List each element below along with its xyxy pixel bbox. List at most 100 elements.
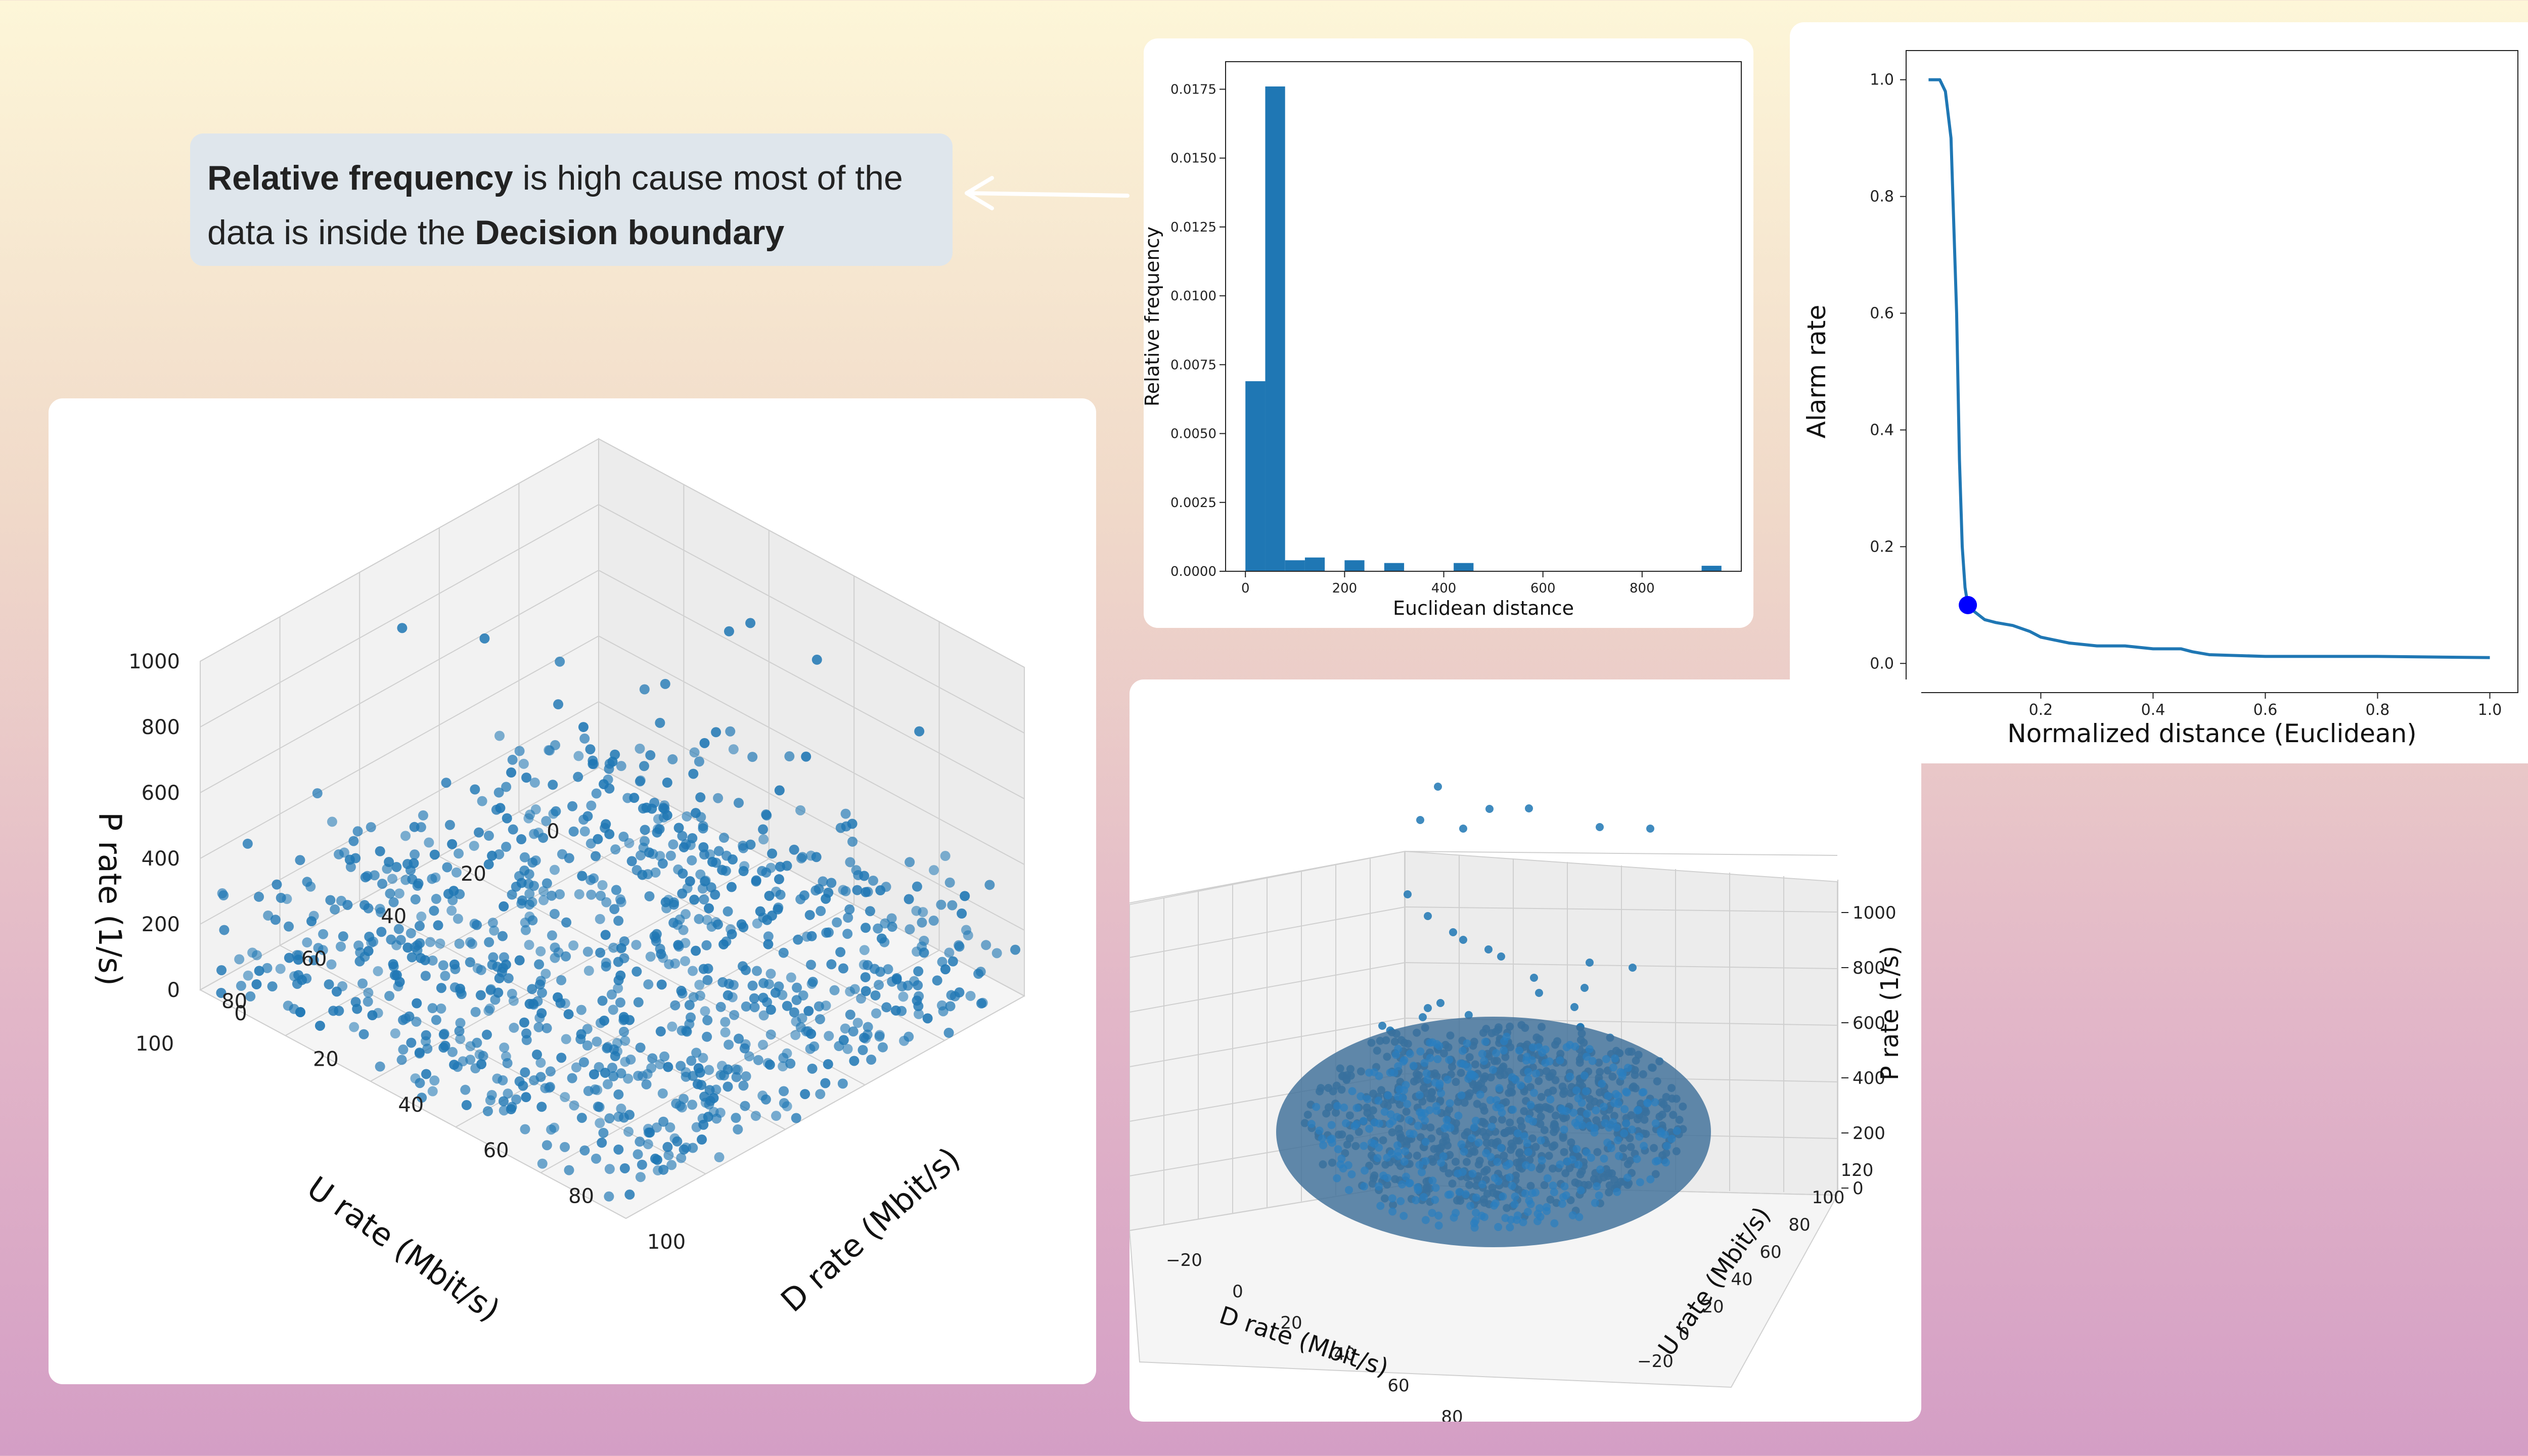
scatter-point: [276, 892, 286, 903]
scatter-point: [655, 1059, 665, 1070]
scatter-point: [1562, 1107, 1570, 1115]
scatter-point: [723, 1081, 733, 1092]
outlier-point: [1581, 984, 1589, 992]
scatter-point: [625, 1054, 636, 1065]
scatter-point: [284, 952, 294, 963]
scatter-point: [292, 950, 302, 961]
scatter-point: [975, 967, 986, 977]
scatter-point: [782, 1101, 792, 1112]
outlier-point: [1419, 1013, 1427, 1021]
scatter-point: [1481, 1037, 1489, 1046]
scatter-point: [803, 1006, 814, 1016]
scatter-point: [586, 889, 597, 900]
scatter-point: [937, 1000, 947, 1011]
scatter-point: [619, 1163, 630, 1173]
scatter-point: [498, 1096, 509, 1107]
scatter-point: [874, 1030, 885, 1040]
scatter-point: [799, 890, 809, 901]
scatter-point: [377, 879, 388, 889]
scatter-point: [493, 787, 504, 798]
scatter-point: [1352, 1104, 1361, 1112]
scatter-point: [349, 1022, 359, 1032]
scatter-point: [700, 1006, 710, 1017]
scatter-point: [863, 960, 873, 971]
scatter-point: [1556, 1160, 1564, 1169]
scatter-point: [1622, 1119, 1631, 1128]
y-axis-label: Relative frequency: [1144, 226, 1163, 406]
scatter-point: [1318, 1134, 1326, 1143]
scatter-point: [659, 804, 670, 814]
scatter-point: [243, 970, 253, 981]
scatter-point: [1334, 1145, 1342, 1154]
wall-grid-z: [200, 767, 599, 990]
u-tick-label: 100: [1812, 1188, 1845, 1208]
scatter-point: [960, 891, 970, 901]
scatter-point: [550, 864, 560, 875]
scatter-point: [637, 1071, 648, 1081]
scatter-point: [524, 998, 535, 1009]
scatter-point: [1434, 1211, 1443, 1220]
scatter-point: [694, 756, 704, 767]
scatter-point: [944, 877, 955, 888]
scatter-point: [856, 993, 867, 1004]
scatter-point: [792, 982, 802, 993]
scatter-point: [1406, 1050, 1414, 1058]
scatter-point: [1435, 1081, 1444, 1089]
scatter-point: [390, 1028, 400, 1039]
scatter-point: [857, 1044, 868, 1055]
scatter-point: [216, 965, 227, 976]
scatter-point: [1446, 1099, 1454, 1108]
callout-text-1: is high cause most of the data is inside…: [207, 159, 903, 252]
scatter-point: [670, 1000, 681, 1011]
scatter-point: [443, 889, 454, 899]
scatter-point: [1426, 1054, 1434, 1062]
scatter-point: [541, 1140, 552, 1151]
scatter-point: [859, 945, 870, 956]
scatter-point: [733, 1064, 743, 1075]
d-tick-label: 80: [1441, 1407, 1463, 1422]
scatter-point: [698, 823, 708, 834]
scatter-point: [245, 991, 256, 1002]
scatter-point: [1328, 1139, 1336, 1147]
scatter-point: [870, 990, 881, 1000]
scatter-point: [1482, 1149, 1491, 1157]
scatter-point: [595, 914, 605, 924]
scatter-point: [782, 1000, 792, 1011]
scatter-point: [688, 1143, 698, 1153]
scatter-point: [218, 890, 229, 900]
scatter-point: [702, 1031, 712, 1042]
outlier-point: [1449, 928, 1457, 936]
scatter-point: [821, 927, 832, 938]
scatter-point: [1315, 1126, 1324, 1135]
scatter-point: [519, 852, 530, 862]
scatter-point: [518, 758, 529, 769]
scatter-point: [363, 996, 373, 1007]
scatter-point: [1363, 1095, 1372, 1103]
scatter-point: [1537, 1136, 1545, 1145]
scatter-point: [666, 1160, 677, 1170]
scatter-point: [564, 853, 574, 863]
scatter-point: [1593, 1182, 1601, 1191]
scatter-point: [589, 873, 599, 884]
scatter-point: [702, 975, 713, 985]
scatter-point: [391, 970, 402, 980]
scatter-point: [1445, 1056, 1454, 1064]
scatter-point: [488, 952, 499, 963]
scatter-point: [1470, 1072, 1479, 1081]
scatter-point: [600, 930, 611, 940]
scatter-point: [832, 917, 842, 928]
scatter-point: [1340, 1103, 1348, 1112]
scatter-point: [1333, 1174, 1341, 1182]
scatter-point: [506, 767, 517, 778]
scatter-point: [1509, 1106, 1517, 1114]
scatter-point: [944, 947, 955, 958]
scatter-point: [402, 858, 413, 869]
scatter-point: [593, 1101, 603, 1112]
scatter-point: [314, 1020, 325, 1031]
scatter-point: [547, 890, 557, 901]
scatter-point: [589, 759, 599, 769]
u-tick-label: 100: [136, 1032, 174, 1056]
scatter-point: [425, 937, 436, 947]
scatter-point: [447, 1046, 458, 1057]
scatter-point: [734, 1033, 744, 1044]
